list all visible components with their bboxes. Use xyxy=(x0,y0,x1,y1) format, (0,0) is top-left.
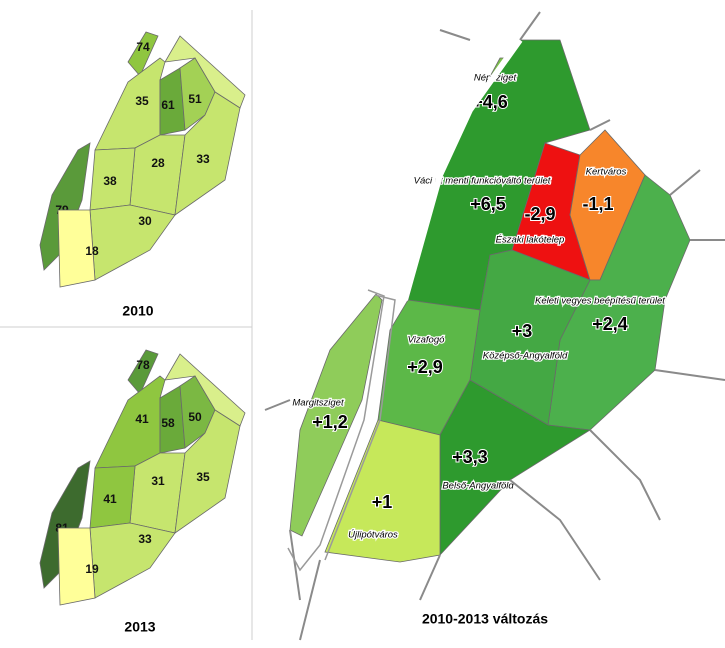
road xyxy=(264,11,725,641)
district xyxy=(57,209,96,288)
district-change: +2,4 xyxy=(592,314,628,334)
district-value: 38 xyxy=(103,174,117,188)
district xyxy=(39,460,91,589)
district-change: +6,5 xyxy=(470,194,506,214)
district xyxy=(39,142,91,271)
district-value: 58 xyxy=(161,416,175,430)
district-value: 35 xyxy=(135,94,149,108)
district-name: Középső-Angyalföld xyxy=(483,351,568,362)
district xyxy=(94,375,166,469)
map-title: 2013 xyxy=(124,619,155,635)
district-value: 35 xyxy=(196,470,210,484)
small-map: 78415850313541813319 xyxy=(39,349,246,606)
district-change: +1,2 xyxy=(312,412,348,432)
road xyxy=(287,289,385,572)
district-name: Északi lakótelep xyxy=(496,235,565,246)
district xyxy=(127,31,159,77)
road xyxy=(324,294,396,561)
district xyxy=(94,57,166,151)
district-change: +3 xyxy=(512,321,533,341)
district-value: 61 xyxy=(161,98,175,112)
small-map: 74356151283338793018 xyxy=(39,31,246,288)
district-change: +1 xyxy=(372,492,393,512)
district xyxy=(89,204,176,281)
district-name: Belső-Angyalföld xyxy=(442,481,514,492)
district-name: Vizafogó xyxy=(408,335,446,346)
district xyxy=(89,522,176,599)
district-name: Kertváros xyxy=(586,167,627,178)
district-value: 51 xyxy=(188,92,202,106)
district-value: 18 xyxy=(85,244,99,258)
district xyxy=(324,419,441,563)
district-value: 74 xyxy=(136,40,150,54)
district-name: Margitsziget xyxy=(292,398,344,409)
road xyxy=(402,38,523,301)
district xyxy=(57,527,96,606)
district-value: 19 xyxy=(85,562,99,576)
district-value: 78 xyxy=(136,358,150,372)
district-value: 33 xyxy=(196,152,210,166)
district-name: Keleti vegyes beépítésű terület xyxy=(535,296,665,307)
district xyxy=(127,349,159,395)
map-title: 2010-2013 változás xyxy=(422,611,548,627)
district-value: 31 xyxy=(151,474,165,488)
map-title: 2010 xyxy=(122,303,153,319)
district-value: 41 xyxy=(103,492,117,506)
district-change: -1,1 xyxy=(582,194,613,214)
district-value: 30 xyxy=(138,214,152,228)
district-value: 33 xyxy=(138,532,152,546)
district-name: Újlipótváros xyxy=(348,530,398,541)
district-value: 50 xyxy=(188,410,202,424)
district-name: Váci út menti funkcióváltó terület xyxy=(414,176,551,187)
district-value: 41 xyxy=(135,412,149,426)
district-value: 28 xyxy=(151,156,165,170)
district-change: +3,3 xyxy=(452,447,488,467)
roads xyxy=(264,11,725,641)
district-change: +2,9 xyxy=(407,357,443,377)
district-change: -2,9 xyxy=(524,204,555,224)
district xyxy=(289,293,383,537)
